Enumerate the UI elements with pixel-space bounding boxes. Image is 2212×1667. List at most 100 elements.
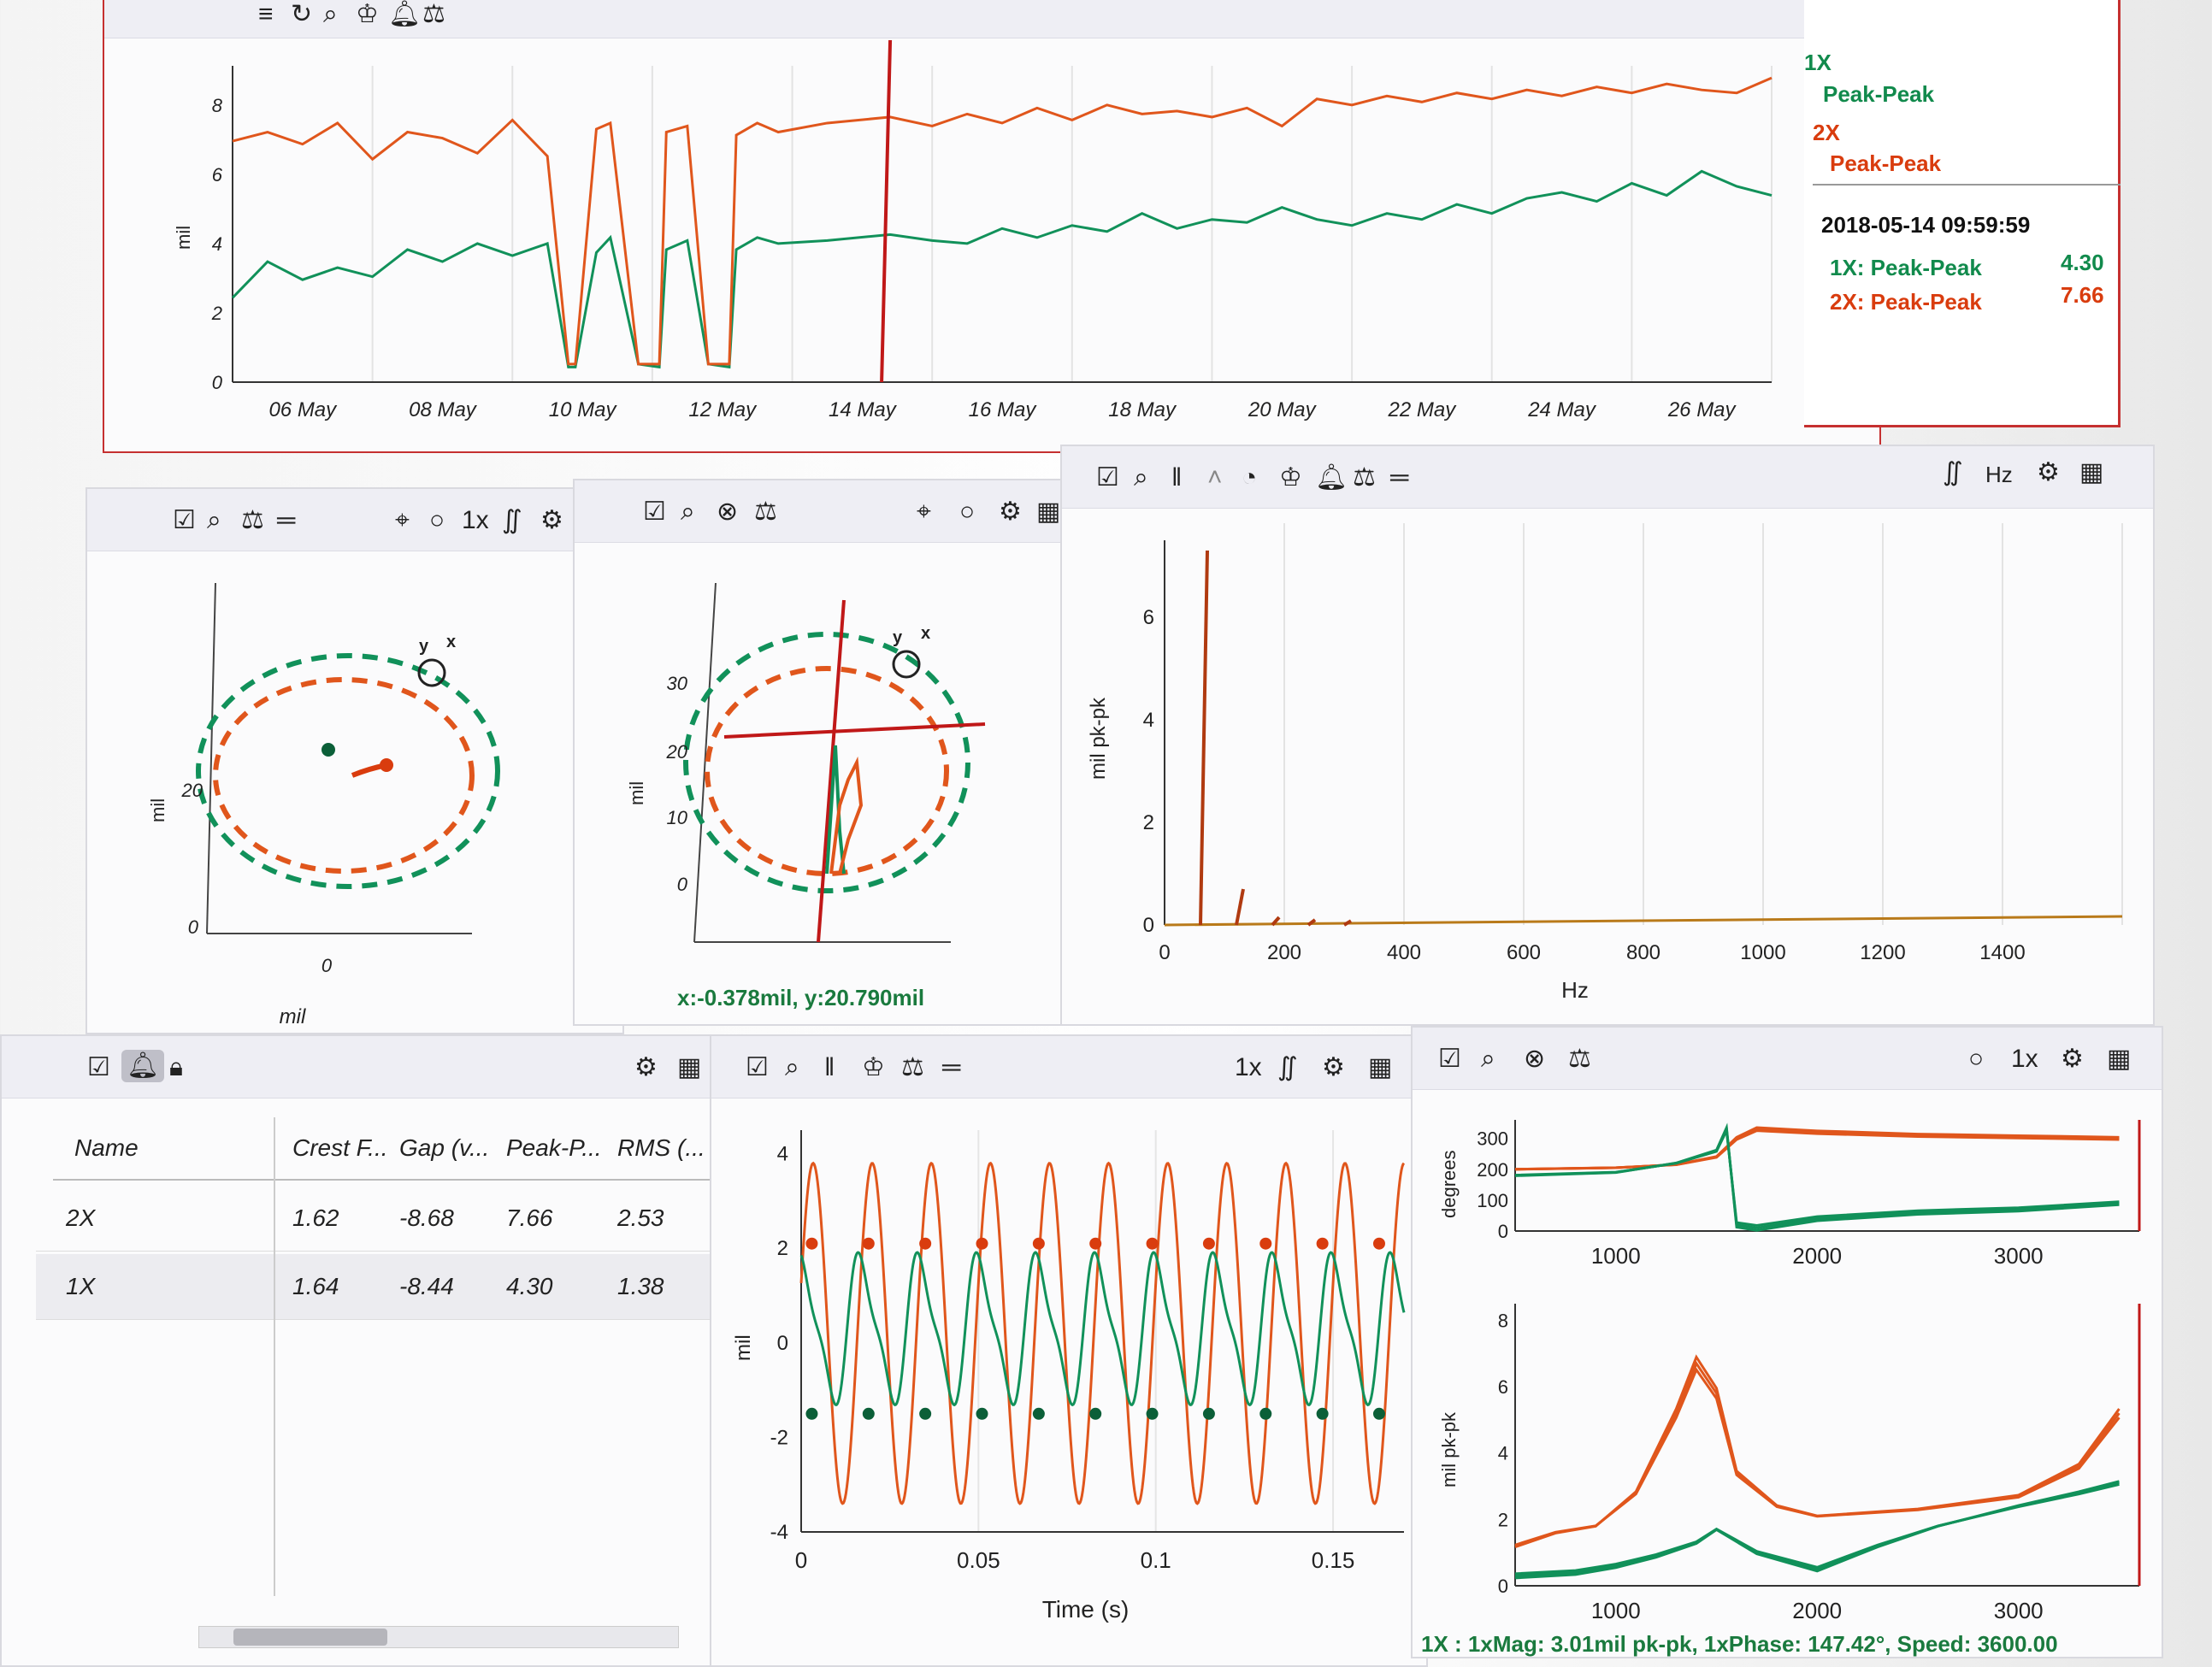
refresh-icon[interactable]: ↻	[291, 0, 313, 28]
grid-icon[interactable]: ▦	[1036, 498, 1061, 526]
clear-icon[interactable]: ⊗	[717, 498, 739, 526]
checkbox-icon[interactable]: ☑	[87, 1053, 110, 1081]
pause-icon[interactable]: ‖	[824, 1053, 835, 1081]
table-row[interactable]	[36, 1186, 720, 1252]
wave-keyphasor-marker	[1089, 1237, 1102, 1250]
lock-icon[interactable]: 🔒︎	[169, 1053, 183, 1081]
circle-icon[interactable]: ○	[429, 506, 445, 534]
gear-icon[interactable]: ⚙	[634, 1053, 658, 1081]
scale-icon[interactable]: ⚖	[1353, 463, 1376, 492]
orbit2-chart[interactable]: 01020300milmilyx	[583, 549, 1079, 951]
zoom-icon[interactable]: ⌕	[1481, 1045, 1495, 1073]
checkbox-icon[interactable]: ☑	[173, 506, 196, 534]
checkbox-icon[interactable]: ☑	[1096, 463, 1119, 492]
trend-x-tick: 26 May	[1667, 398, 1737, 421]
wave-keyphasor-marker	[805, 1407, 818, 1420]
column-header[interactable]: Gap (v...	[399, 1134, 490, 1161]
units-hz-button[interactable]: Hz	[1985, 462, 2013, 487]
bell-icon[interactable]: 🔔︎	[1315, 463, 1348, 492]
table-row[interactable]	[36, 1254, 720, 1320]
trend-panel: ≡ ↻ ⌕ ♔ 🔔︎ ⚖ 0 2 4 6 8 06 May 08 May 10 May 12 M…	[103, 0, 1881, 453]
scale-icon[interactable]: ⚖	[241, 506, 264, 534]
target-icon[interactable]: ⌖	[395, 506, 410, 534]
orbit1-y-tick: 0	[188, 916, 199, 938]
orbit2-green-ring	[683, 632, 970, 893]
spectrum-bar	[1235, 888, 1245, 926]
zoom-icon[interactable]: ⌕	[785, 1053, 799, 1081]
equals-icon[interactable]: ═	[277, 506, 296, 534]
circle-icon[interactable]: ○	[1968, 1045, 1985, 1073]
table-cell: 1.62	[292, 1205, 339, 1231]
column-header[interactable]: Peak-P...	[506, 1134, 602, 1161]
trend-cursor-line	[880, 40, 893, 383]
speed-1x-button[interactable]: 1x	[462, 506, 489, 534]
grid-icon[interactable]: ▦	[2107, 1045, 2132, 1073]
scale-icon[interactable]: ⚖	[1568, 1045, 1591, 1073]
wave-keyphasor-marker	[805, 1237, 818, 1250]
grid-icon[interactable]: ▦	[1368, 1053, 1393, 1081]
clear-icon[interactable]: ⊗	[1524, 1045, 1546, 1073]
grid-icon[interactable]: ▦	[677, 1053, 702, 1081]
bode-y-tick: 200	[1477, 1159, 1508, 1181]
dashboard-icon[interactable]: ◔	[1242, 463, 1258, 492]
checkbox-icon[interactable]: ☑	[643, 498, 666, 526]
gear-icon[interactable]: ⚙	[1322, 1053, 1345, 1081]
trend-toolbar: ≡ ↻ ⌕ ♔ 🔔︎ ⚖	[104, 0, 1879, 38]
zoom-icon[interactable]: ⌕	[681, 498, 695, 526]
orbit1-chart[interactable]: 20 0 0 mil mil y x	[96, 557, 609, 1028]
equals-icon[interactable]: ═	[942, 1053, 961, 1081]
target-icon[interactable]: ⌖	[917, 498, 931, 526]
orbit2-panel: ☑ ⌕ ⊗ ⚖ ⌖ ○ ⚙ ▦ 01020300milmilyx x:-0.37…	[573, 479, 1086, 1026]
wave-keyphasor-marker	[1259, 1237, 1272, 1250]
checkbox-icon[interactable]: ☑	[1438, 1045, 1461, 1073]
integral-icon[interactable]: ∬	[1277, 1053, 1298, 1081]
scale-icon[interactable]: ⚖	[901, 1053, 924, 1081]
wave-keyphasor-marker	[976, 1407, 988, 1420]
menu-icon[interactable]: ≡	[258, 0, 274, 28]
orbit2-y-label: mil	[626, 781, 647, 805]
grid-icon[interactable]: ▦	[2079, 458, 2104, 486]
crown-icon[interactable]: ♔	[862, 1053, 885, 1081]
scale-icon[interactable]: ⚖	[754, 498, 777, 526]
speed-1x-button[interactable]: 1x	[1235, 1053, 1262, 1081]
spectrum-x-tick: 1200	[1860, 941, 1905, 964]
spectrum-x-tick: 1000	[1740, 941, 1785, 964]
spectrum-y-tick: 0	[1143, 914, 1154, 937]
scrollbar-thumb[interactable]	[233, 1629, 387, 1646]
crown-icon[interactable]: ♔	[356, 0, 379, 28]
spectrum-x-tick: 200	[1267, 941, 1301, 964]
bode-chart[interactable]: 0 100 200 300 1000 2000 3000 degrees 0 2 4 6 8 1000 20…	[1421, 1094, 2156, 1633]
trend-chart[interactable]: 0 2 4 6 8 06 May 08 May 10 May 12 May 14 May 16 Ma…	[156, 40, 1832, 451]
bode-y-tick: 100	[1477, 1190, 1508, 1211]
column-header[interactable]: RMS (...	[617, 1134, 705, 1161]
zoom-icon[interactable]: ⌕	[1134, 463, 1148, 492]
zoom-icon[interactable]: ⌕	[323, 0, 338, 28]
spectrum-chart[interactable]: 0 200 400 600 800 1000 1200 1400 0 2 4 6 Hz mil pk-pk	[1071, 523, 2139, 1010]
zoom-icon[interactable]: ⌕	[207, 506, 221, 534]
equals-icon[interactable]: ═	[1390, 463, 1409, 492]
spectrum-y-tick: 2	[1143, 811, 1154, 834]
caret-up-icon[interactable]: ˄	[1207, 463, 1223, 492]
column-header[interactable]: Name	[74, 1134, 139, 1161]
scale-icon[interactable]: ⚖	[422, 0, 445, 28]
speed-1x-button[interactable]: 1x	[2011, 1045, 2038, 1073]
waveform-chart[interactable]: -4 -2 0 2 4 0 0.05 0.1 0.15 Time (s) mil	[720, 1104, 1421, 1660]
spectrum-y-tick: 6	[1143, 606, 1154, 629]
bell-icon[interactable]: 🔔︎	[121, 1050, 165, 1082]
pause-icon[interactable]: ‖	[1171, 463, 1183, 492]
bode-y-label: degrees	[1438, 1150, 1460, 1218]
column-header[interactable]: Crest F...	[292, 1134, 388, 1161]
gear-icon[interactable]: ⚙	[999, 498, 1022, 526]
integral-icon[interactable]: ∬	[1943, 458, 1963, 486]
circle-icon[interactable]: ○	[959, 498, 976, 526]
checkbox-icon[interactable]: ☑	[746, 1053, 769, 1081]
integral-icon[interactable]: ∬	[502, 506, 522, 534]
bell-icon[interactable]: 🔔︎	[388, 0, 422, 28]
gear-icon[interactable]: ⚙	[2061, 1045, 2084, 1073]
horizontal-scrollbar[interactable]	[198, 1626, 679, 1648]
gear-icon[interactable]: ⚙	[540, 506, 563, 534]
crown-icon[interactable]: ♔	[1279, 463, 1302, 492]
gear-icon[interactable]: ⚙	[2037, 458, 2060, 486]
spectrum-x-tick: 600	[1507, 941, 1541, 964]
trend-x-tick: 12 May	[688, 398, 758, 421]
